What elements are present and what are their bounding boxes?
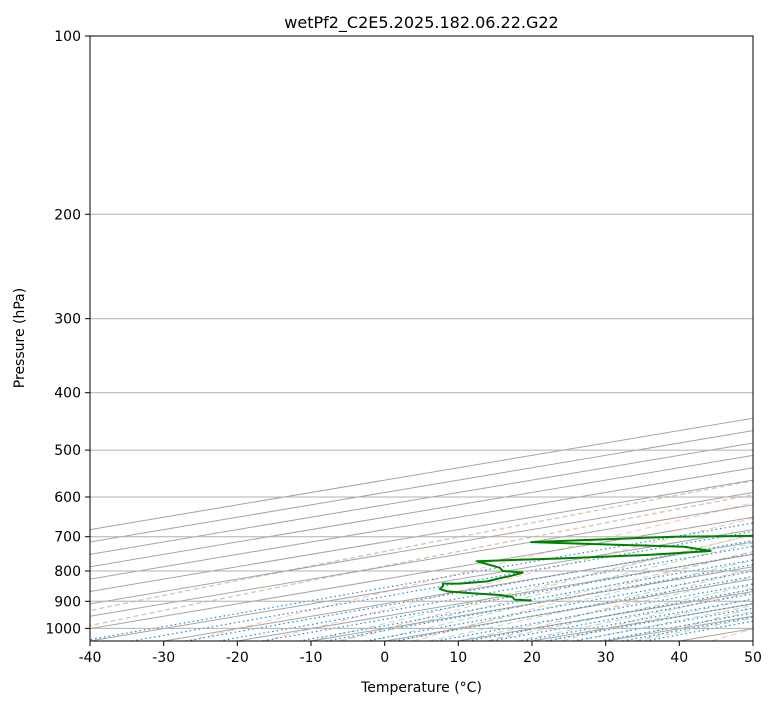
x-axis-label: Temperature (°C) [360,680,482,696]
y-axis-label: Pressure (hPa) [12,288,28,388]
axes: -40 -30 -20 -10 0 10 20 30 40 50 100 200 300 400 500 60… [45,29,762,666]
moist-adiabat [487,584,753,641]
isotherm-line [90,430,753,543]
x-tick-label: 30 [597,650,615,666]
dry-adiabat [412,550,753,641]
x-tick-label: -40 [79,650,102,666]
y-tick-label: 700 [54,530,81,546]
y-tick-label: 500 [54,443,81,459]
moist-adiabat [399,559,753,641]
y-tick-label: 900 [54,594,81,610]
y-tick-label: 300 [54,312,81,328]
x-tick-label: 0 [380,650,389,666]
x-tick-label: -30 [152,650,175,666]
isotherm-line [90,491,753,605]
moist-adiabat [428,568,753,641]
mixing-ratio-line [218,545,753,641]
x-tick-label: 20 [523,650,541,666]
mixing-ratio-line [131,530,753,641]
isotherm-line [90,504,753,617]
x-tick-label: -10 [300,650,323,666]
mixing-ratio-line [521,598,753,641]
isotherm-line [90,454,753,568]
x-tick-label: 40 [670,650,688,666]
mixing-ratio-line [546,602,753,641]
y-tick-label: 600 [54,490,81,506]
isotherm-line [90,529,753,641]
mixing-ratio-line [492,593,753,641]
background-lines [90,417,753,641]
mixing-ratio-line [572,607,753,641]
y-tick-label: 200 [54,207,81,223]
y-tick-label: 100 [54,29,81,45]
isotherm-line [90,467,753,580]
isotherm-line [90,479,753,592]
plot-background [90,36,753,641]
x-tick-label: 50 [744,650,762,666]
y-tick-label: 800 [54,564,81,580]
y-tick-label: 1000 [45,621,81,637]
mixing-ratio-line [90,522,753,641]
isotherm-line [90,442,753,555]
guide-curve [90,493,753,627]
pressure-gridlines [90,36,753,629]
x-tick-label: 10 [449,650,467,666]
y-tick-label: 400 [54,386,81,402]
dewpoint-profile [438,534,753,602]
x-tick-label: -20 [226,650,249,666]
isotherm-line [90,516,753,630]
dry-adiabat [188,502,753,641]
isotherm-line [752,640,753,641]
sounding-profiles [438,534,753,602]
chart-title: wetPf2_C2E5.2025.182.06.22.G22 [284,13,558,33]
plot-frame [89,35,754,642]
